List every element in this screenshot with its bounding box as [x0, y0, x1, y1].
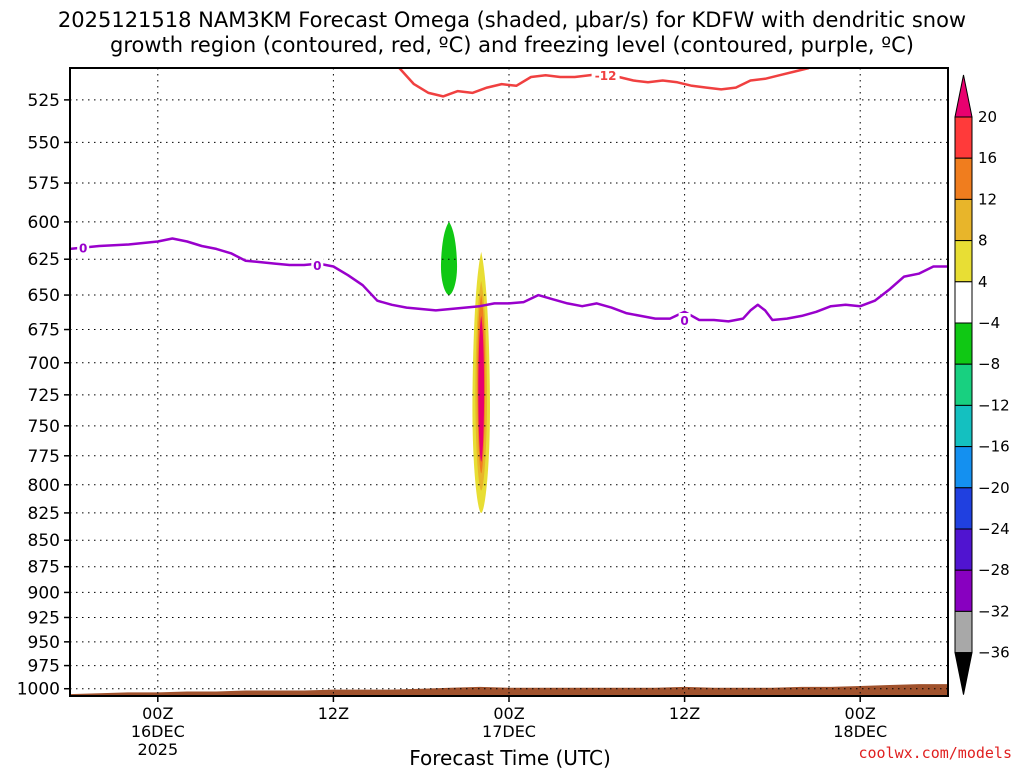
freezing-level-line — [70, 237, 948, 323]
freezing-label-2-bg — [311, 258, 324, 273]
ytick-label-525: 525 — [28, 91, 60, 111]
omega-region-13 — [767, 256, 781, 350]
colorbar-tick--32: −32 — [978, 602, 1010, 620]
colorbar-bottom-arrow — [954, 652, 973, 695]
colorbar-tick--4: −4 — [978, 314, 1000, 332]
omega-region-9 — [540, 217, 545, 353]
dgz-label: -12 — [595, 69, 617, 83]
ytick-label-975: 975 — [28, 657, 60, 677]
colorbar-swatch-1 — [954, 157, 973, 200]
ytick-label-550: 550 — [28, 133, 60, 153]
freezing-label-3-bg — [678, 313, 691, 328]
freezing-label-3: 0 — [680, 314, 688, 328]
colorbar-tick-8: 8 — [978, 232, 988, 250]
colorbar-swatch-0 — [954, 116, 973, 159]
xtick-label-36-1: 12Z — [669, 704, 700, 723]
colorbar-swatch-3 — [954, 240, 973, 283]
xtick-label-12-1: 12Z — [318, 704, 349, 723]
ytick-label-675: 675 — [28, 321, 60, 341]
omega-region-1 — [440, 221, 458, 296]
colorbar: 20 16 12 8 4 −4 −8 −12 −16 −20 −24 −28 −32 −36 — [954, 74, 1010, 695]
colorbar-tick--28: −28 — [978, 561, 1010, 579]
ytick-label-800: 800 — [28, 476, 60, 496]
omega-region-6 — [478, 315, 485, 462]
ytick-label-925: 925 — [28, 608, 60, 628]
colorbar-swatch-2 — [954, 198, 973, 242]
colorbar-swatch-7 — [954, 404, 973, 448]
contour-labels: 0 0 0 -12 — [77, 68, 691, 328]
omega-region-14 — [769, 488, 779, 583]
xtick-label-24-1: 00Z — [493, 704, 524, 723]
ytick-label-650: 650 — [28, 286, 60, 306]
ytick-label-700: 700 — [28, 354, 60, 374]
xtick-label-0-3: 2025 — [137, 740, 178, 759]
freezing-label-2: 0 — [313, 259, 321, 273]
ytick-label-950: 950 — [28, 633, 60, 653]
ytick-label-775: 775 — [28, 447, 60, 467]
colorbar-swatch-9 — [954, 487, 973, 530]
credit-text[interactable]: coolwx.com/models — [858, 744, 1012, 762]
ytick-label-575: 575 — [28, 174, 60, 194]
colorbar-swatch-4 — [954, 281, 973, 324]
omega-shading-layer — [343, 73, 948, 631]
colorbar-tick--24: −24 — [978, 520, 1010, 538]
xtick-label-48-2: 18DEC — [833, 722, 887, 741]
ytick-label-825: 825 — [28, 504, 60, 524]
omega-region-7 — [343, 505, 351, 631]
colorbar-top-arrow — [954, 74, 973, 118]
omega-region-8 — [430, 75, 435, 141]
ytick-label-875: 875 — [28, 558, 60, 578]
colorbar-tick--12: −12 — [978, 396, 1010, 414]
colorbar-swatch-10 — [954, 528, 973, 571]
chart-title-line1: 2025121518 NAM3KM Forecast Omega (shaded… — [58, 8, 966, 32]
xtick-label-0-1: 00Z — [142, 704, 173, 723]
colorbar-swatch-12 — [954, 610, 973, 654]
colorbar-tick--16: −16 — [978, 438, 1010, 456]
xtick-label-0-2: 16DEC — [131, 722, 185, 741]
y-axis-ticks: 525 550 575 600 625 650 675 700 725 750 775 800 825 8… — [17, 91, 70, 700]
xtick-label-48-1: 00Z — [845, 704, 876, 723]
freezing-label-1-bg — [77, 240, 90, 255]
ytick-label-900: 900 — [28, 583, 60, 603]
ytick-label-1000: 1000 — [17, 680, 60, 700]
colorbar-tick-4: 4 — [978, 273, 988, 291]
ytick-label-750: 750 — [28, 417, 60, 437]
colorbar-tick--8: −8 — [978, 355, 1000, 373]
colorbar-swatch-11 — [954, 569, 973, 612]
terrain-fill — [70, 684, 948, 696]
colorbar-swatch-5 — [954, 322, 973, 365]
omega-region-12 — [771, 73, 777, 171]
colorbar-tick--20: −20 — [978, 479, 1010, 497]
gridlines — [70, 68, 948, 696]
chart-title-line2: growth region (contoured, red, ºC) and f… — [110, 33, 914, 57]
colorbar-tick-12: 12 — [978, 190, 997, 208]
colorbar-tick-20: 20 — [978, 108, 997, 126]
dgz-label-bg — [591, 68, 620, 83]
omega-region-10 — [567, 214, 577, 310]
x-axis-label: Forecast Time (UTC) — [409, 746, 611, 768]
omega-region-15 — [940, 413, 948, 560]
ytick-label-625: 625 — [28, 250, 60, 270]
colorbar-tick-16: 16 — [978, 149, 997, 167]
terrain-layer — [70, 684, 948, 696]
colorbar-tick--36: −36 — [978, 644, 1010, 662]
ytick-label-725: 725 — [28, 386, 60, 406]
colorbar-swatch-6 — [954, 363, 973, 406]
xtick-label-24-2: 17DEC — [482, 722, 536, 741]
ytick-label-850: 850 — [28, 531, 60, 551]
colorbar-swatch-8 — [954, 446, 973, 489]
ytick-label-600: 600 — [28, 213, 60, 233]
plot-frame — [69, 67, 949, 697]
freezing-label-1: 0 — [79, 241, 87, 255]
